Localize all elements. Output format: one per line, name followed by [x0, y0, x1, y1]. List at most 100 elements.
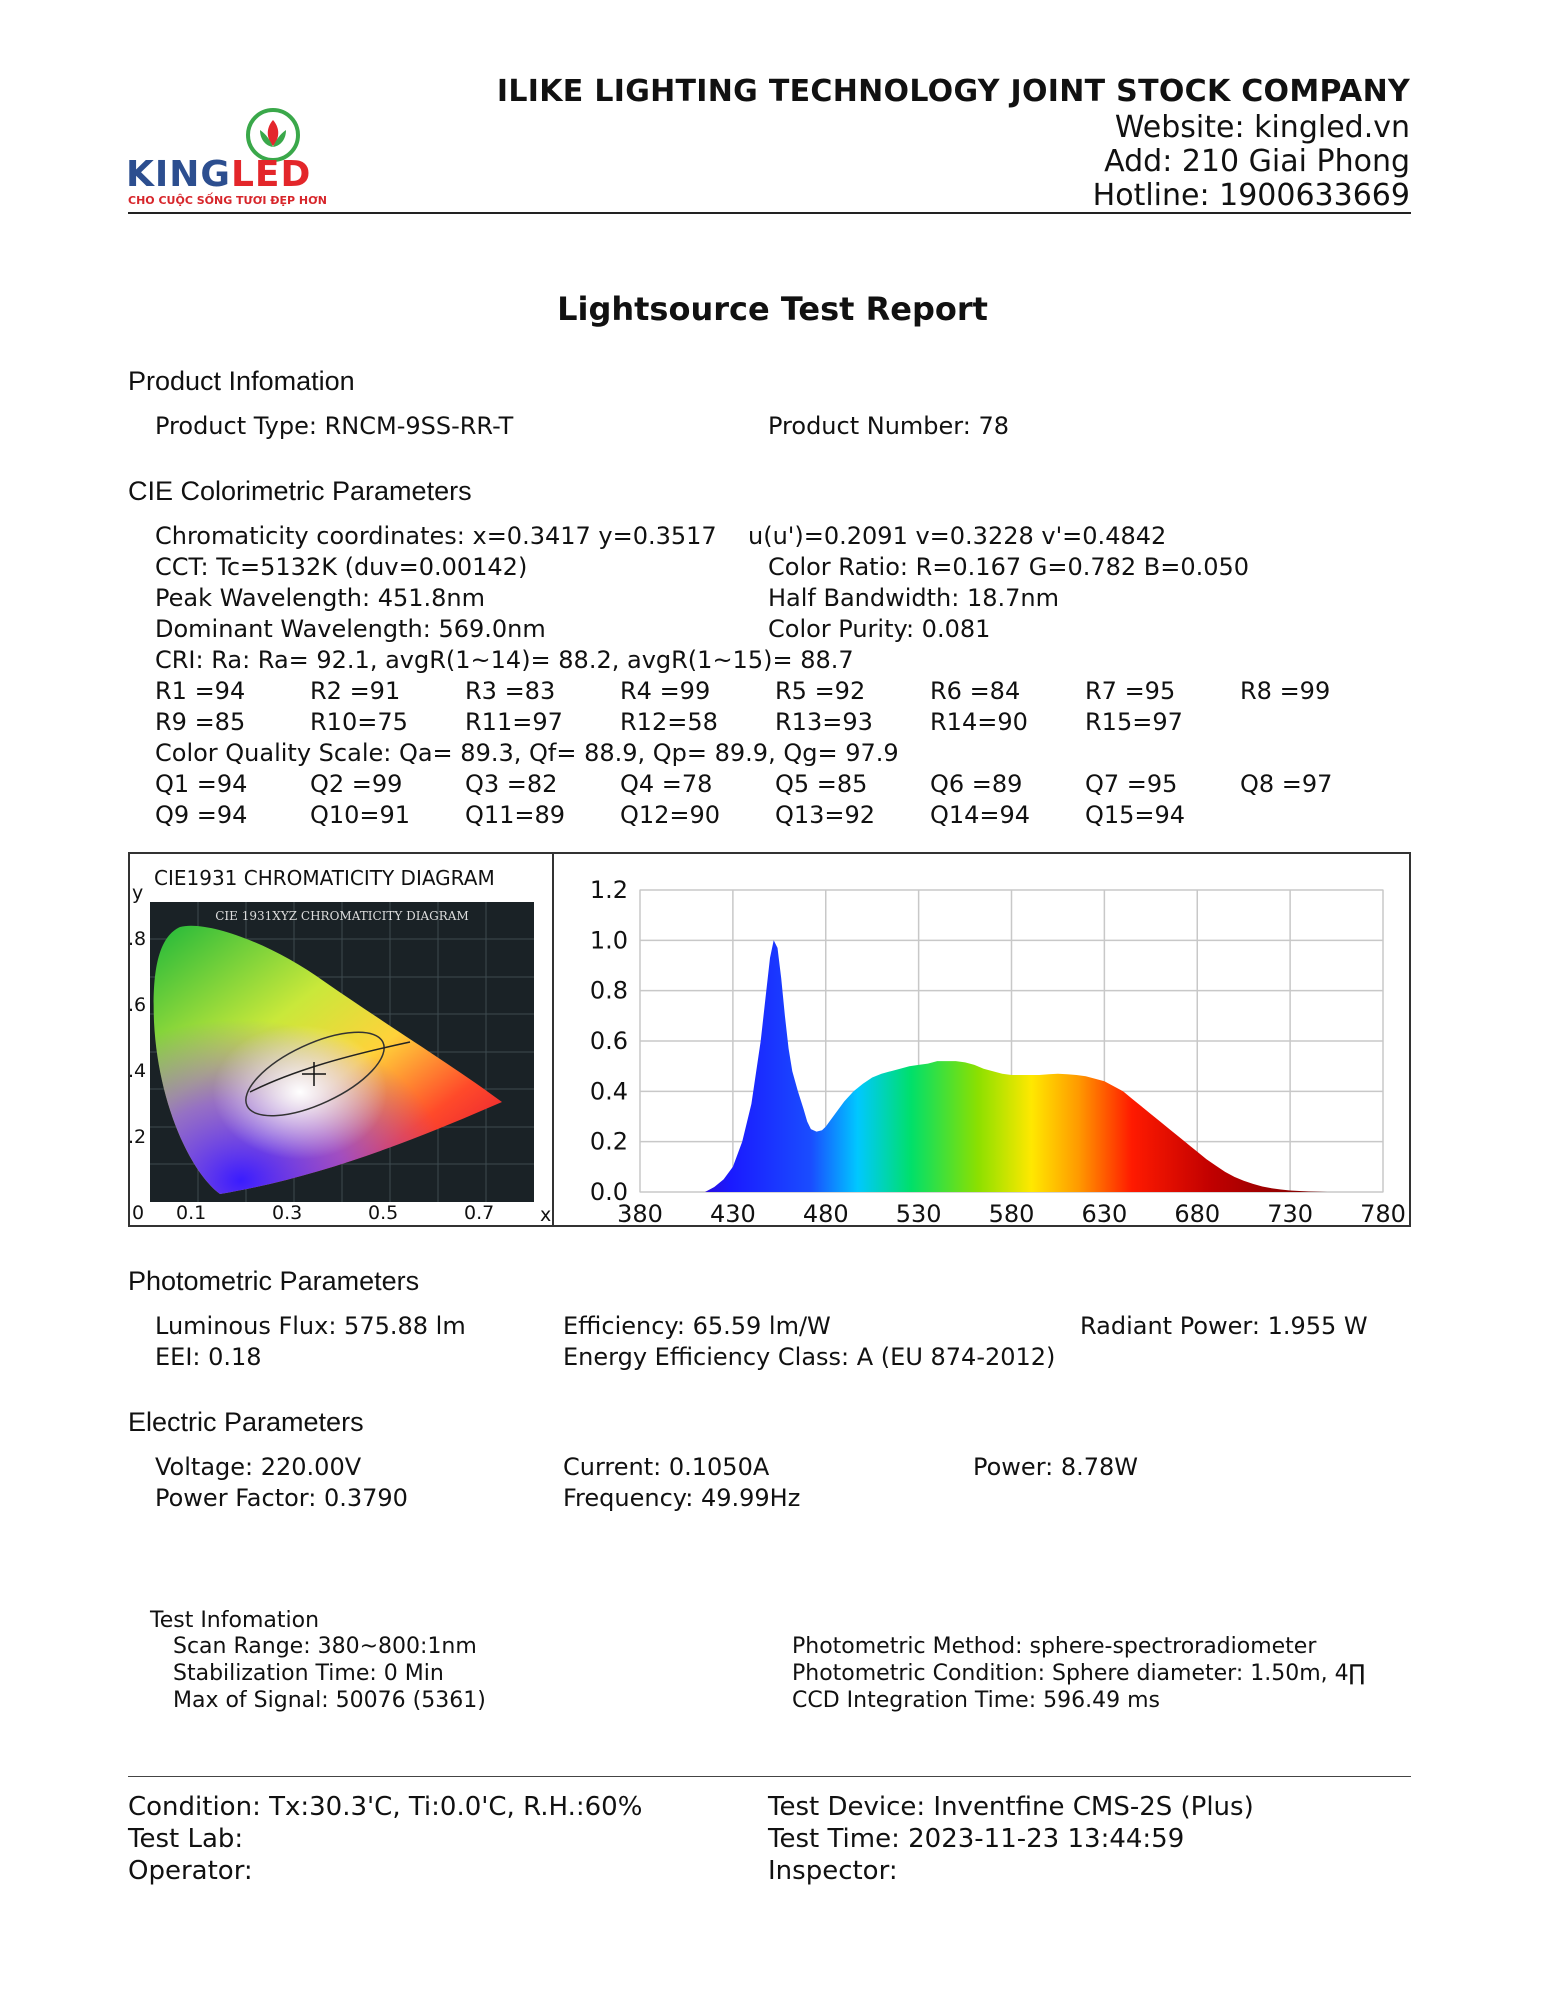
cct-value: CCT: Tc=5132K (duv=0.00142) [155, 553, 528, 581]
lotus-icon [246, 108, 300, 162]
spectral-power-chart: 0.0 0.2 0.4 0.6 0.8 1.0 1.2 380 430 480 530 580 630… [590, 876, 1405, 1224]
power-factor: Power Factor: 0.3790 [155, 1484, 408, 1512]
cie-inner-title: CIE 1931XYZ CHROMATICITY DIAGRAM [215, 909, 468, 923]
y-tick-label: 0.2 [590, 1128, 628, 1156]
voltage: Voltage: 220.00V [155, 1453, 362, 1481]
product-type: Product Type: RNCM-9SS-RR-T [155, 412, 514, 440]
test-lab: Test Lab: [128, 1824, 244, 1854]
y-tick-label: 0.8 [590, 977, 628, 1005]
r-value: R13=93 [775, 708, 873, 736]
q-value: Q6 =89 [930, 770, 1023, 798]
q-value: Q4 =78 [620, 770, 713, 798]
x-axis-ticks: 380 430 480 530 580 630 680 730 780 [617, 1200, 1405, 1224]
color-purity: Color Purity: 0.081 [768, 615, 991, 643]
r-value: R14=90 [930, 708, 1028, 736]
chart-panel-divider [552, 852, 554, 1227]
luminous-flux: Luminous Flux: 575.88 lm [155, 1312, 466, 1340]
current: Current: 0.1050A [563, 1453, 770, 1481]
r-value: R8 =99 [1240, 677, 1331, 705]
test-time: Test Time: 2023-11-23 13:44:59 [768, 1824, 1185, 1854]
r-value: R12=58 [620, 708, 718, 736]
cie-chromaticity-diagram: CIE 1931XYZ CHROMATICITY DIAGRAM [150, 902, 534, 1202]
logo-wordmark: KINGLED [126, 154, 312, 195]
company-name: ILIKE LIGHTING TECHNOLOGY JOINT STOCK CO… [496, 74, 1410, 109]
kingled-logo: KINGLED CHO CUỘC SỐNG TƯƠI ĐẸP HƠN [126, 102, 336, 212]
q-value: Q2 =99 [310, 770, 403, 798]
chromaticity-coords: Chromaticity coordinates: x=0.3417 y=0.3… [155, 522, 717, 550]
color-ratio: Color Ratio: R=0.167 G=0.782 B=0.050 [768, 553, 1250, 581]
r-value: R6 =84 [930, 677, 1021, 705]
x-tick-label: 730 [1267, 1200, 1313, 1224]
operator: Operator: [128, 1856, 253, 1886]
q-value: Q13=92 [775, 801, 876, 829]
cqs-summary: Color Quality Scale: Qa= 89.3, Qf= 88.9,… [155, 739, 899, 767]
x-tick-label: 630 [1081, 1200, 1127, 1224]
y-tick-label: 1.0 [590, 926, 628, 954]
dominant-wavelength: Dominant Wavelength: 569.0nm [155, 615, 546, 643]
r-value: R7 =95 [1085, 677, 1176, 705]
logo-tagline: CHO CUỘC SỐNG TƯƠI ĐẸP HƠN [128, 194, 327, 207]
y-tick-label: 0.4 [590, 1077, 628, 1105]
cie-heading: CIE Colorimetric Parameters [128, 476, 472, 506]
scan-range: Scan Range: 380~800:1nm [173, 1634, 477, 1659]
x-tick-label: 480 [803, 1200, 849, 1224]
photometric-heading: Photometric Parameters [128, 1266, 420, 1296]
q-value: Q14=94 [930, 801, 1031, 829]
r-value: R10=75 [310, 708, 408, 736]
r-value: R9 =85 [155, 708, 246, 736]
cie-y-tick: .6 [128, 994, 147, 1016]
electric-heading: Electric Parameters [128, 1407, 364, 1437]
q-value: Q1 =94 [155, 770, 248, 798]
y-axis-ticks: 0.0 0.2 0.4 0.6 0.8 1.0 1.2 [590, 876, 628, 1206]
cie-x-tick: 0.1 [176, 1202, 207, 1224]
q-value: Q5 =85 [775, 770, 868, 798]
company-address: Add: 210 Giai Phong [1104, 144, 1410, 179]
cie-y-tick: .2 [128, 1126, 147, 1148]
q-value: Q11=89 [465, 801, 566, 829]
r-value: R11=97 [465, 708, 563, 736]
inspector: Inspector: [768, 1856, 898, 1886]
x-tick-label: 530 [896, 1200, 942, 1224]
company-hotline: Hotline: 1900633669 [1092, 178, 1410, 213]
q-value: Q7 =95 [1085, 770, 1178, 798]
photometric-method: Photometric Method: sphere-spectroradiom… [792, 1634, 1317, 1659]
y-tick-label: 0.6 [590, 1027, 628, 1055]
cie-x-tick: 0.3 [272, 1202, 303, 1224]
cie-y-axis-label: y [132, 882, 144, 904]
cie-y-tick: .8 [128, 928, 147, 950]
test-device: Test Device: Inventfine CMS-2S (Plus) [768, 1792, 1254, 1822]
frequency: Frequency: 49.99Hz [563, 1484, 801, 1512]
x-tick-label: 680 [1174, 1200, 1220, 1224]
cri-summary: CRI: Ra: Ra= 92.1, avgR(1~14)= 88.2, avg… [155, 646, 854, 674]
r-value: R2 =91 [310, 677, 401, 705]
test-info-heading: Test Infomation [150, 1608, 320, 1633]
peak-wavelength: Peak Wavelength: 451.8nm [155, 584, 485, 612]
y-tick-label: 1.2 [590, 876, 628, 904]
r-value: R15=97 [1085, 708, 1183, 736]
x-tick-label: 380 [617, 1200, 663, 1224]
half-bandwidth: Half Bandwidth: 18.7nm [768, 584, 1060, 612]
cie-x-tick: 0.7 [464, 1202, 495, 1224]
ccd-integration-time: CCD Integration Time: 596.49 ms [792, 1688, 1160, 1713]
q-value: Q8 =97 [1240, 770, 1333, 798]
cie-y-tick: .4 [128, 1060, 147, 1082]
report-title: Lightsource Test Report [557, 290, 988, 328]
chart-panel [128, 852, 1411, 1227]
cie-x-axis-label: x [540, 1204, 552, 1226]
efficiency: Efficiency: 65.59 lm/W [563, 1312, 831, 1340]
footer-divider [128, 1776, 1411, 1777]
r-value: R3 =83 [465, 677, 556, 705]
company-website: Website: kingled.vn [1114, 110, 1410, 145]
y-tick-label: 0.0 [590, 1178, 628, 1206]
eei: EEI: 0.18 [155, 1343, 262, 1371]
x-tick-label: 580 [989, 1200, 1035, 1224]
spectrum-area [705, 940, 1365, 1192]
r-value: R1 =94 [155, 677, 246, 705]
r-value: R5 =92 [775, 677, 866, 705]
q-value: Q15=94 [1085, 801, 1186, 829]
power: Power: 8.78W [973, 1453, 1139, 1481]
q-value: Q9 =94 [155, 801, 248, 829]
cie-x-tick: 0 [132, 1202, 145, 1224]
r-value: R4 =99 [620, 677, 711, 705]
max-signal: Max of Signal: 50076 (5361) [173, 1688, 486, 1713]
